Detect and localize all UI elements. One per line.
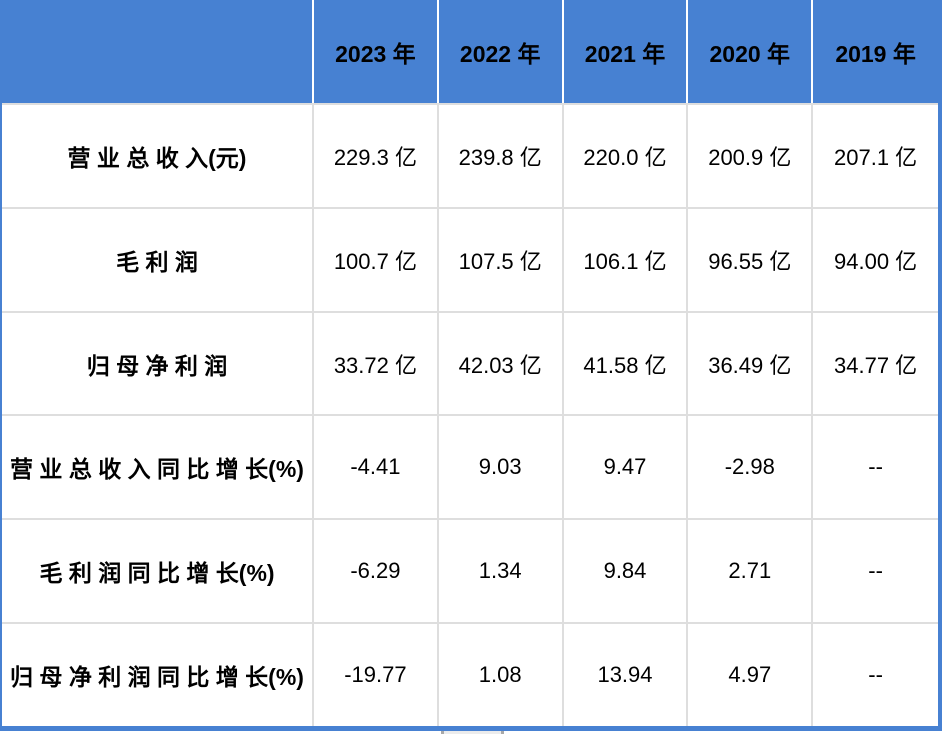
horizontal-scrollbar-thumb[interactable] <box>441 731 504 734</box>
header-cell-year-2023: 2023 年 <box>314 0 439 103</box>
data-cell: -6.29 <box>314 520 439 623</box>
data-cell: 13.94 <box>564 624 689 726</box>
header-cell-year-2022: 2022 年 <box>439 0 564 103</box>
data-cell: 106.1 亿 <box>564 208 689 311</box>
data-cell: 9.47 <box>564 416 689 519</box>
header-cell-year-2019: 2019 年 <box>835 40 916 67</box>
data-cell: 36.49 亿 <box>688 312 814 415</box>
data-cell: 2.71 <box>688 520 814 623</box>
data-cell: 1.08 <box>439 624 564 726</box>
data-cell: 34.77 亿 <box>834 352 918 378</box>
table-header-row: 2023 年 2022 年 2021 年 2020 年 2019 年 <box>2 0 938 103</box>
data-cell: 229.3 亿 <box>314 105 439 207</box>
data-cell: 107.5 亿 <box>439 208 564 311</box>
row-label: 营 业 总 收 入 同 比 增 长(%) <box>2 416 314 519</box>
data-cell: 207.1 亿 <box>834 144 918 170</box>
header-cell-year-2021: 2021 年 <box>564 0 689 103</box>
data-cell: 220.0 亿 <box>564 105 689 207</box>
row-label: 归 母 净 利 润 同 比 增 长(%) <box>2 624 314 726</box>
table-row-revenue-yoy-growth: 营 业 总 收 入 同 比 增 长(%) -4.41 9.03 9.47 -2.… <box>2 414 938 519</box>
data-cell: 94.00 亿 <box>834 248 918 274</box>
data-cell: 100.7 亿 <box>314 208 439 311</box>
data-cell: 4.97 <box>688 624 814 726</box>
row-label: 毛 利 润 <box>2 208 314 311</box>
table-row-total-revenue: 营 业 总 收 入(元) 229.3 亿 239.8 亿 220.0 亿 200… <box>2 103 938 207</box>
data-cell: 33.72 亿 <box>314 312 439 415</box>
data-cell: 9.84 <box>564 520 689 623</box>
row-label: 营 业 总 收 入(元) <box>2 105 314 207</box>
data-cell: 41.58 亿 <box>564 312 689 415</box>
data-cell: -2.98 <box>688 416 814 519</box>
data-cell: 9.03 <box>439 416 564 519</box>
row-label: 毛 利 润 同 比 增 长(%) <box>2 520 314 623</box>
table-row-net-profit-yoy-growth: 归 母 净 利 润 同 比 增 长(%) -19.77 1.08 13.94 4… <box>2 622 938 726</box>
table-row-gross-profit: 毛 利 润 100.7 亿 107.5 亿 106.1 亿 96.55 亿 94… <box>2 206 938 311</box>
data-cell: 1.34 <box>439 520 564 623</box>
header-cell-blank <box>2 0 314 103</box>
data-cell: -- <box>868 454 883 480</box>
data-cell: -- <box>868 662 883 688</box>
data-cell: 239.8 亿 <box>439 105 564 207</box>
table-row-net-profit: 归 母 净 利 润 33.72 亿 42.03 亿 41.58 亿 36.49 … <box>2 310 938 415</box>
table-row-gross-profit-yoy-growth: 毛 利 润 同 比 增 长(%) -6.29 1.34 9.84 2.71 -- <box>2 518 938 623</box>
header-cell-year-2020: 2020 年 <box>688 0 814 103</box>
row-label: 归 母 净 利 润 <box>2 312 314 415</box>
data-cell: -19.77 <box>314 624 439 726</box>
data-cell: -- <box>868 558 883 584</box>
data-cell: 42.03 亿 <box>439 312 564 415</box>
data-cell: -4.41 <box>314 416 439 519</box>
data-cell: 200.9 亿 <box>688 105 814 207</box>
data-cell: 96.55 亿 <box>688 208 814 311</box>
